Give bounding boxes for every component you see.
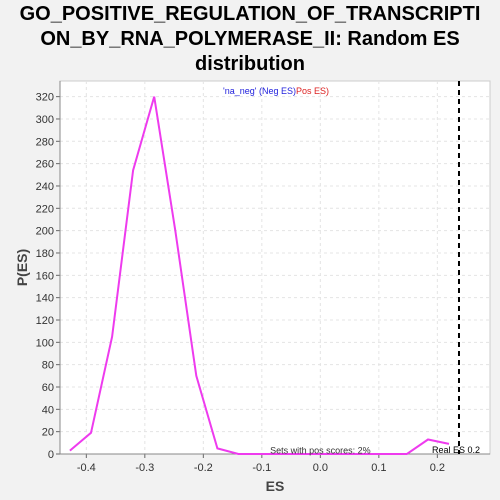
y-axis: 0 20 40 60 80 100 120 140 160 180 200 220 240 260 280 3… [36,81,61,461]
series-line [69,96,450,455]
y-tick-label: 200 [36,226,54,238]
y-tick-label: 0 [48,449,54,461]
grid-lines [60,81,490,455]
y-tick-label: 20 [42,427,54,439]
x-axis-label: ES [266,478,285,494]
chart-title-line-3: distribution [195,53,305,75]
y-tick-label: 60 [42,382,54,394]
chart-title: GO_POSITIVE_REGULATION_OF_TRANSCRIPTI ON… [0,2,500,77]
y-tick-label: 160 [36,270,54,282]
y-tick-label: 40 [42,404,54,416]
y-tick-label: 220 [36,203,54,215]
x-tick-label: -0.3 [135,462,154,474]
y-tick-label: 180 [36,248,54,260]
x-tick-label: -0.4 [77,462,96,474]
y-tick-label: 280 [36,136,54,148]
y-tick-label: 100 [36,337,54,349]
x-tick-label: -0.1 [252,462,271,474]
x-tick-label: 0.0 [313,462,328,474]
x-tick-label: 0.1 [371,462,386,474]
pos-scores-annotation: Sets with pos scores: 2% [270,446,371,456]
x-tick-label: 0.2 [430,462,445,474]
y-tick-label: 80 [42,360,54,372]
y-tick-label: 300 [36,114,54,126]
y-tick-label: 260 [36,159,54,171]
chart-title-line-1: GO_POSITIVE_REGULATION_OF_TRANSCRIPTI [19,3,481,25]
chart-title-line-2: ON_BY_RNA_POLYMERASE_II: Random ES [40,28,460,50]
real-es-label: Real ES 0.2 [432,445,480,455]
x-axis: -0.4 -0.3 -0.2 -0.1 0.0 0.1 0.2 [60,453,490,474]
y-tick-label: 320 [36,92,54,104]
y-tick-label: 120 [36,315,54,327]
y-tick-label: 240 [36,181,54,193]
y-tick-label: 140 [36,293,54,305]
plot-background [59,80,491,455]
legend: 'na_neg' (Neg ES)Pos ES) [223,86,329,96]
y-axis-label: P(ES) [14,249,30,286]
x-tick-label: -0.2 [194,462,213,474]
legend-neg-entry: 'na_neg' (Neg ES) [223,86,296,96]
legend-pos-entry: Pos ES) [296,86,329,96]
